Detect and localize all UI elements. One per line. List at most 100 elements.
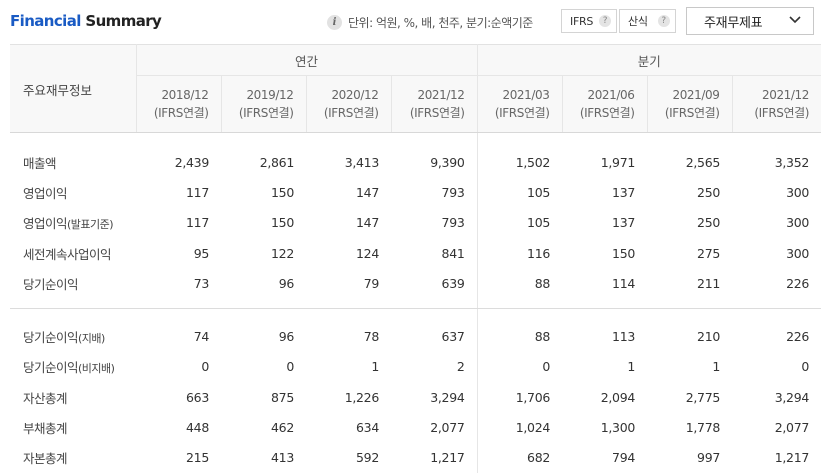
table-cell: 226	[732, 268, 821, 310]
table-cell: 2,094	[600, 389, 636, 405]
table-cell: 79	[306, 268, 391, 310]
table-row: 당기순이익(비지배) 0 0 1 2 0 1 1 0	[10, 351, 821, 383]
table-cell: 794	[612, 450, 636, 466]
table-cell: 841	[391, 237, 478, 269]
table-row: 당기순이익 73 96 79 639 88 114 211 226	[10, 268, 821, 310]
row-label: 당기순이익(지배)	[23, 330, 105, 346]
row-label: 세전계속사업이익	[23, 246, 112, 262]
table-cell: 1,217	[774, 450, 810, 466]
table-cell: 637	[391, 308, 478, 352]
table-cell: 1	[627, 359, 636, 375]
period-header: 2019/12 (IFRS연결)	[221, 75, 307, 133]
table-cell: 215	[186, 450, 209, 466]
table-cell: 639	[391, 268, 478, 310]
formula-help-icon[interactable]: ?	[657, 15, 670, 27]
table-cell: 3,294	[774, 389, 810, 405]
table-cell: 3,352	[774, 154, 810, 170]
chevron-down-icon	[789, 16, 801, 24]
ifrs-help-icon[interactable]: ?	[599, 15, 611, 27]
table-cell: 114	[562, 268, 648, 310]
table-cell: 0	[542, 359, 551, 375]
table-cell: 2,565	[685, 154, 721, 170]
table-cell: 997	[697, 450, 721, 466]
period-header: 2021/09 (IFRS연결)	[647, 75, 733, 133]
table-cell: 250	[697, 215, 721, 231]
table-row: 자본총계 215 413 592 1,217 682 794 997 1,217	[10, 442, 821, 473]
table-cell: 1,502	[515, 154, 551, 170]
table-cell: 226	[786, 329, 810, 345]
table-cell: 634	[356, 420, 379, 436]
table-cell: 1,226	[344, 389, 380, 405]
period-header: 2021/12 (IFRS연결)	[391, 75, 478, 133]
row-label: 부채총계	[23, 421, 68, 437]
quarter-group-header: 분기	[477, 44, 821, 76]
section-title: Financial Summary	[10, 12, 162, 30]
table-cell: 1,778	[685, 420, 721, 436]
table-cell: 1,971	[600, 154, 636, 170]
table-cell: 1	[371, 359, 379, 375]
row-label: 당기순이익(비지배)	[23, 360, 115, 376]
formula-toggle[interactable]: 산식 ?	[619, 9, 676, 33]
table-cell: 2	[391, 351, 478, 383]
info-icon[interactable]: i	[327, 14, 342, 30]
item-column-header: 주요재무정보	[10, 44, 137, 133]
statement-select-label: 주재무제표	[704, 15, 763, 31]
table-cell: 793	[391, 207, 478, 238]
table-cell: 122	[271, 245, 294, 261]
table-row: 영업이익 117 150 147 793 105 137 250 300	[10, 177, 821, 208]
period-header: 2020/12 (IFRS연결)	[306, 75, 392, 133]
period-header: 2018/12 (IFRS연결)	[136, 75, 222, 133]
table-cell: 116	[527, 245, 551, 261]
statement-select[interactable]: 주재무제표	[686, 7, 814, 35]
table-row: 자산총계 663 875 1,226 3,294 1,706 2,094 2,775 3,294	[10, 382, 821, 413]
row-label: 당기순이익	[10, 268, 136, 310]
table-cell: 0	[286, 359, 294, 375]
table-cell: 96	[278, 329, 295, 345]
table-cell: 1,300	[600, 420, 636, 436]
table-cell: 300	[786, 215, 810, 231]
table-cell: 147	[356, 184, 379, 200]
period-header: 2021/12 (IFRS연결)	[732, 75, 821, 133]
row-label: 자산총계	[23, 390, 68, 406]
row-label: 영업이익(발표기준)	[23, 216, 114, 232]
table-cell: 117	[186, 184, 209, 200]
table-cell: 137	[612, 215, 636, 231]
table-cell: 105	[527, 215, 551, 231]
table-cell: 211	[647, 268, 733, 310]
table-cell: 124	[356, 245, 379, 261]
table-row: 부채총계 448 462 634 2,077 1,024 1,300 1,778 2,077	[10, 412, 821, 443]
ifrs-label: IFRS	[570, 14, 593, 28]
table-cell: 448	[186, 420, 209, 436]
formula-label: 산식	[628, 15, 648, 28]
table-cell: 1,706	[515, 389, 551, 405]
table-cell: 73	[136, 268, 221, 310]
table-cell: 88	[534, 329, 551, 345]
table-cell: 147	[356, 215, 379, 231]
table-cell: 0	[201, 359, 209, 375]
table-cell: 682	[527, 450, 551, 466]
table-cell: 1	[712, 359, 721, 375]
table-cell: 210	[697, 329, 721, 345]
table-cell: 2,861	[259, 154, 295, 170]
table-cell: 462	[271, 420, 294, 436]
table-cell: 875	[271, 389, 294, 405]
period-header: 2021/06 (IFRS연결)	[562, 75, 648, 133]
ifrs-toggle[interactable]: IFRS ?	[561, 9, 617, 33]
row-label: 영업이익	[23, 185, 68, 201]
table-cell: 74	[193, 329, 210, 345]
table-row: 영업이익(발표기준) 117 150 147 793 105 137 250 300	[10, 207, 821, 238]
summary-header: Financial Summary i 단위: 억원, %, 배, 천주, 분기…	[0, 0, 821, 44]
table-cell: 96	[221, 268, 306, 310]
table-cell: 2,077	[774, 420, 810, 436]
table-cell: 0	[801, 359, 810, 375]
table-cell: 275	[697, 245, 721, 261]
table-cell: 9,390	[391, 132, 478, 178]
table-cell: 3,413	[344, 154, 380, 170]
table-cell: 793	[391, 177, 478, 208]
table-cell: 150	[271, 215, 294, 231]
table-cell: 88	[477, 268, 563, 310]
table-row: 매출액 2,439 2,861 3,413 9,390 1,502 1,971 2,565 3,…	[10, 132, 821, 178]
table-cell: 250	[697, 184, 721, 200]
table-cell: 150	[612, 245, 636, 261]
table-cell: 2,077	[391, 412, 478, 443]
